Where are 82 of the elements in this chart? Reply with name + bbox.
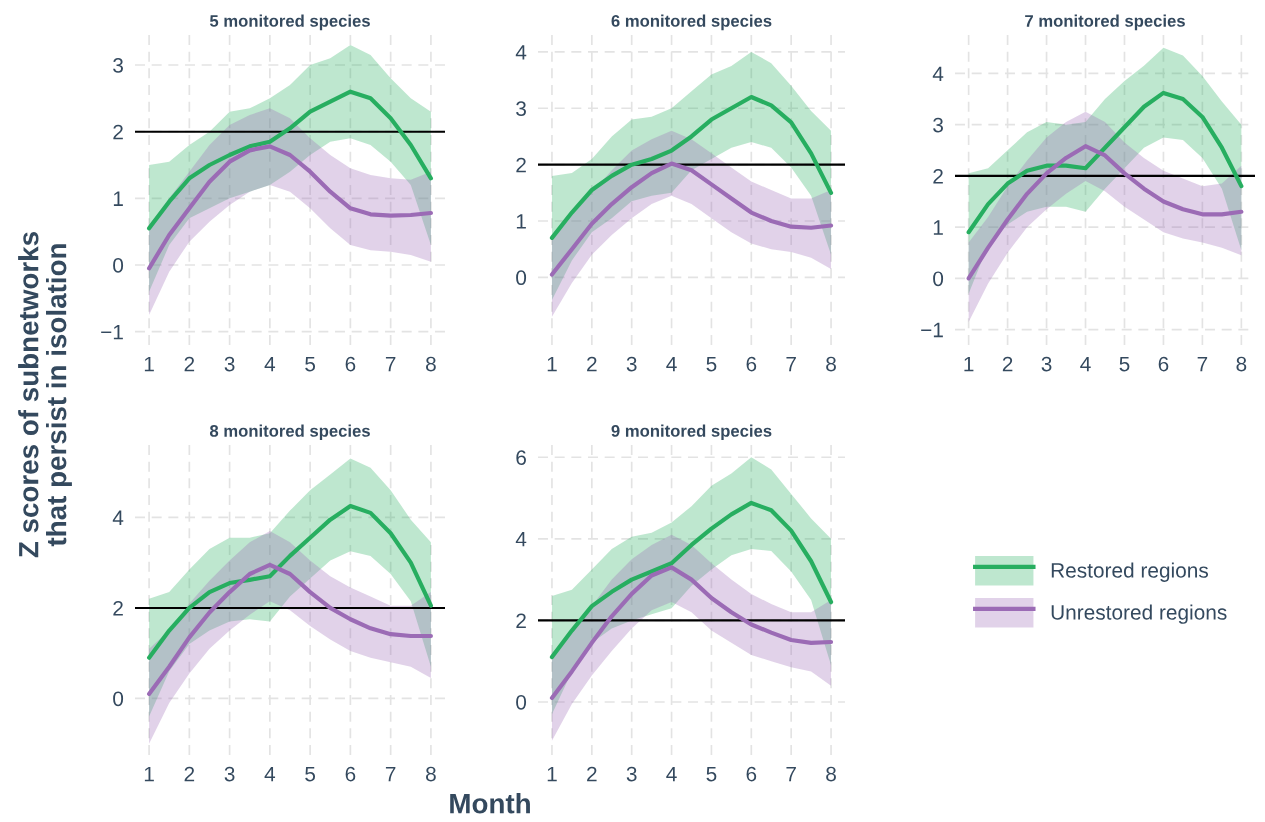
line-series bbox=[147, 504, 433, 660]
x-tick-label: 6 bbox=[345, 766, 356, 782]
x-tick-label: 7 bbox=[786, 766, 796, 782]
y-tick-label: 1 bbox=[113, 191, 123, 206]
chart-title: 8 monitored species bbox=[209, 424, 370, 441]
x-tick-label: 4 bbox=[666, 356, 677, 372]
x-tick-label: 2 bbox=[184, 766, 195, 782]
line-series bbox=[147, 144, 433, 271]
legend-label: Restored regions bbox=[1051, 562, 1209, 582]
y-tick-label: 2 bbox=[516, 157, 526, 173]
x-tick-label: 7 bbox=[786, 356, 796, 372]
x-tick-label: 3 bbox=[1041, 356, 1052, 372]
x-tick-label: 2 bbox=[587, 356, 597, 372]
y-tick-label: −1 bbox=[101, 324, 123, 340]
y-tick-label: 2 bbox=[113, 124, 123, 140]
x-tick-label: 7 bbox=[385, 766, 396, 782]
line-series bbox=[549, 161, 834, 277]
x-tick-label: 5 bbox=[305, 766, 316, 782]
y-tick-label: 3 bbox=[933, 117, 943, 133]
y-tick-label: 0 bbox=[113, 258, 124, 273]
x-tick-label: 3 bbox=[224, 766, 235, 782]
y-tick-label: 4 bbox=[515, 45, 527, 60]
y-tick-label: 3 bbox=[516, 101, 526, 117]
y-tick-label: 1 bbox=[516, 214, 526, 229]
y-tick-label: 2 bbox=[113, 600, 123, 616]
line-series bbox=[549, 94, 834, 240]
line-series bbox=[549, 565, 834, 700]
x-tick-label: 5 bbox=[1119, 356, 1130, 372]
x-tick-label: 6 bbox=[746, 356, 757, 372]
x-tick-label: 5 bbox=[706, 356, 717, 372]
y-tick-label: 6 bbox=[516, 450, 526, 465]
x-tick-label: 8 bbox=[826, 356, 836, 372]
y-tick-label: 4 bbox=[932, 66, 944, 81]
x-tick-label: 3 bbox=[626, 356, 637, 372]
x-tick-label: 1 bbox=[547, 766, 557, 782]
y-tick-label: 2 bbox=[516, 613, 526, 628]
x-tick-label: 2 bbox=[184, 356, 195, 372]
x-tick-label: 7 bbox=[385, 356, 396, 372]
x-tick-label: 1 bbox=[144, 356, 154, 372]
line-series bbox=[966, 90, 1244, 235]
x-tick-label: 2 bbox=[1002, 356, 1013, 372]
x-tick-label: 3 bbox=[224, 356, 235, 372]
y-tick-label: 4 bbox=[515, 532, 527, 547]
x-tick-label: 2 bbox=[587, 766, 597, 782]
y-tick-label: 2 bbox=[933, 168, 943, 184]
x-tick-label: 4 bbox=[264, 356, 276, 372]
chart-title: 5 monitored species bbox=[209, 14, 370, 31]
x-tick-label: 6 bbox=[1158, 356, 1169, 372]
line-series bbox=[147, 562, 433, 696]
x-tick-label: 1 bbox=[144, 766, 154, 782]
line-series bbox=[549, 500, 834, 660]
x-tick-label: 4 bbox=[666, 766, 677, 782]
x-tick-label: 1 bbox=[964, 356, 974, 372]
chart-title: 6 monitored species bbox=[611, 14, 772, 31]
x-tick-label: 8 bbox=[826, 766, 836, 782]
chart-title: 7 monitored species bbox=[1025, 14, 1185, 31]
y-tick-label: 3 bbox=[113, 58, 123, 73]
x-tick-label: 8 bbox=[1236, 356, 1247, 372]
y-tick-label: 0 bbox=[933, 271, 944, 287]
y-tick-label: 0 bbox=[516, 270, 527, 286]
x-tick-label: 7 bbox=[1197, 356, 1208, 372]
x-tick-label: 8 bbox=[426, 356, 436, 372]
line-series bbox=[966, 144, 1244, 281]
y-axis-title: Z scores of subnetworks that persist in isolation bbox=[18, 232, 72, 558]
x-tick-label: 4 bbox=[1080, 356, 1091, 372]
x-tick-label: 3 bbox=[626, 766, 637, 782]
y-tick-label: 1 bbox=[933, 220, 943, 235]
x-tick-label: 6 bbox=[746, 766, 757, 782]
x-axis-title: Month bbox=[450, 793, 530, 814]
y-tick-label: 0 bbox=[113, 691, 124, 707]
line-series bbox=[147, 89, 433, 231]
x-tick-label: 5 bbox=[706, 766, 717, 782]
x-tick-label: 6 bbox=[345, 356, 356, 372]
x-tick-label: 5 bbox=[305, 356, 316, 372]
y-tick-label: 4 bbox=[112, 510, 124, 525]
x-tick-label: 1 bbox=[547, 356, 557, 372]
x-tick-label: 4 bbox=[264, 766, 276, 782]
legend-label: Unrestored regions bbox=[1051, 604, 1227, 624]
y-tick-label: 0 bbox=[516, 694, 527, 710]
x-tick-label: 8 bbox=[426, 766, 436, 782]
chart-title: 9 monitored species bbox=[611, 424, 772, 441]
y-tick-label: −1 bbox=[921, 322, 943, 338]
